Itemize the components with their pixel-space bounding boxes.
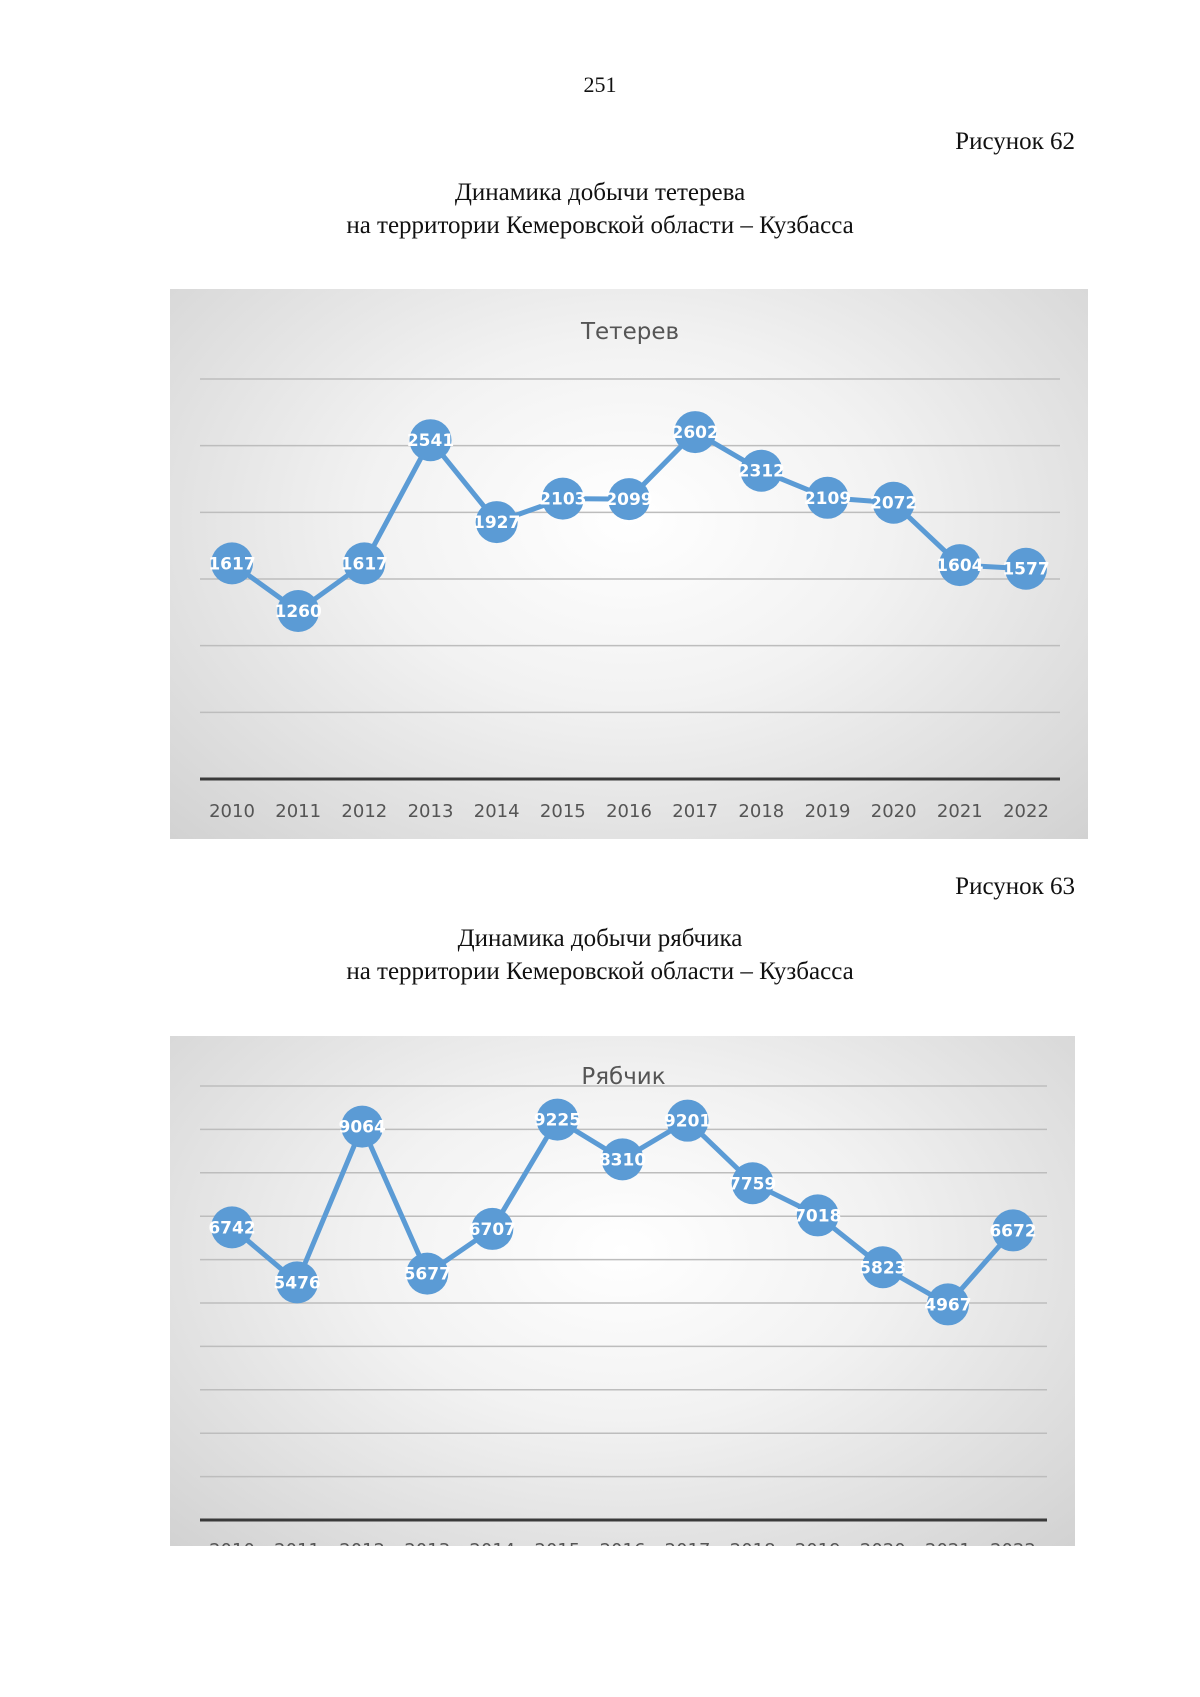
data-point [992, 1209, 1034, 1252]
data-label: 9201 [664, 1112, 711, 1132]
data-point [211, 1206, 253, 1249]
data-label: 1617 [208, 554, 255, 574]
data-label: 2072 [870, 494, 917, 514]
figure-63-caption-line2: на территории Кемеровской области – Кузб… [346, 958, 854, 985]
data-point [872, 481, 915, 524]
x-tick-label: 2011 [275, 801, 321, 822]
data-label: 1604 [936, 556, 983, 576]
data-point [471, 1207, 514, 1250]
data-label: 1260 [275, 602, 322, 622]
data-label: 9064 [339, 1118, 386, 1138]
figure-63-label: Рисунок 63 [955, 873, 1075, 900]
x-tick-label: 2012 [341, 801, 387, 822]
chart-ryabchik: Рябчик2010201120122013201420152016201720… [170, 1036, 1075, 1546]
x-tick-label: 2019 [805, 801, 851, 822]
page-number: 251 [583, 72, 617, 97]
data-label: 2109 [804, 489, 851, 509]
chart-teterev: Тетерев 2010 2011 2012 2013 2014 2015 2016 2017 2… [170, 289, 1088, 839]
data-label: 5476 [273, 1273, 320, 1293]
data-point [601, 1138, 644, 1181]
x-tick-label: 2017 [672, 801, 718, 822]
data-label: 2602 [672, 423, 719, 443]
figure-62-caption: Динамика добычи тетерева на территории К… [0, 176, 1200, 242]
x-tick-label: 2018 [730, 1540, 776, 1546]
figure-62-label: Рисунок 62 [955, 128, 1075, 155]
x-tick-label: 2010 [209, 1540, 255, 1546]
chart-ryabchik-svg: Рябчик2010201120122013201420152016201720… [200, 1064, 1047, 1546]
data-point [475, 501, 518, 544]
data-point [211, 542, 253, 585]
data-point [938, 544, 981, 587]
x-tick-label: 2017 [665, 1540, 711, 1546]
chart-teterev-svg: Тетерев 2010 2011 2012 2013 2014 2015 2016 2017 2… [200, 319, 1060, 822]
data-point [806, 476, 849, 519]
x-tick-label: 2011 [274, 1540, 320, 1546]
series-line [230, 429, 1027, 614]
x-tick-label: 2014 [469, 1540, 515, 1546]
data-label: 5823 [859, 1258, 906, 1278]
data-point [861, 1246, 904, 1289]
figure-63-caption-line1: Динамика добычи рябчика [457, 925, 743, 952]
x-tick-label: 2020 [871, 801, 917, 822]
data-label: 1577 [1002, 560, 1049, 580]
data-label: 6672 [989, 1221, 1036, 1241]
data-point [608, 478, 650, 521]
data-label: 1617 [341, 554, 388, 574]
x-tick-label: 2015 [540, 801, 586, 822]
x-tick-label: 2021 [925, 1540, 971, 1546]
data-label: 6742 [208, 1218, 255, 1238]
data-point [796, 1194, 839, 1237]
data-label: 9225 [534, 1111, 581, 1131]
data-point [409, 419, 452, 462]
chart-title: Тетерев [580, 319, 679, 345]
figure-63-caption: Динамика добычи рябчика на территории Ке… [0, 922, 1200, 988]
data-point [731, 1162, 774, 1205]
data-label: 1927 [473, 513, 520, 533]
x-tick-label: 2020 [860, 1540, 906, 1546]
data-point [674, 411, 717, 454]
data-point [541, 477, 584, 520]
figure-62-caption-line2: на территории Кемеровской области – Кузб… [346, 212, 854, 239]
data-label: 8310 [599, 1150, 646, 1170]
data-label: 5677 [404, 1265, 451, 1285]
x-tick-label: 2018 [738, 801, 784, 822]
data-label: 6707 [469, 1220, 516, 1240]
data-point [276, 1261, 319, 1304]
data-point [740, 449, 783, 492]
data-label: 7759 [729, 1174, 776, 1194]
data-point [666, 1099, 709, 1142]
x-tick-label: 2012 [339, 1540, 385, 1546]
x-tick-label: 2022 [1003, 801, 1049, 822]
data-point [277, 590, 320, 632]
x-tick-label: 2021 [937, 801, 983, 822]
data-label: 7018 [794, 1206, 841, 1226]
data-label: 2541 [407, 431, 454, 451]
x-tick-label: 2010 [209, 801, 255, 822]
x-tick-label: 2013 [408, 801, 454, 822]
x-tick-label: 2016 [600, 1540, 646, 1546]
x-tick-label: 2015 [535, 1540, 581, 1546]
data-label: 2312 [738, 462, 785, 482]
data-label: 2103 [539, 490, 586, 510]
data-point [343, 542, 386, 585]
x-tick-label: 2014 [474, 801, 520, 822]
data-point [341, 1105, 384, 1148]
data-point [406, 1252, 449, 1295]
x-tick-label: 2013 [404, 1540, 450, 1546]
x-tick-label: 2016 [606, 801, 652, 822]
figure-62-caption-line1: Динамика добычи тетерева [454, 179, 746, 206]
x-tick-label: 2019 [795, 1540, 841, 1546]
x-tick-label: 2022 [990, 1540, 1036, 1546]
data-point [926, 1283, 969, 1326]
data-label: 4967 [924, 1295, 971, 1315]
data-point [1005, 547, 1047, 590]
data-point [536, 1098, 579, 1141]
data-label: 2099 [605, 490, 652, 510]
